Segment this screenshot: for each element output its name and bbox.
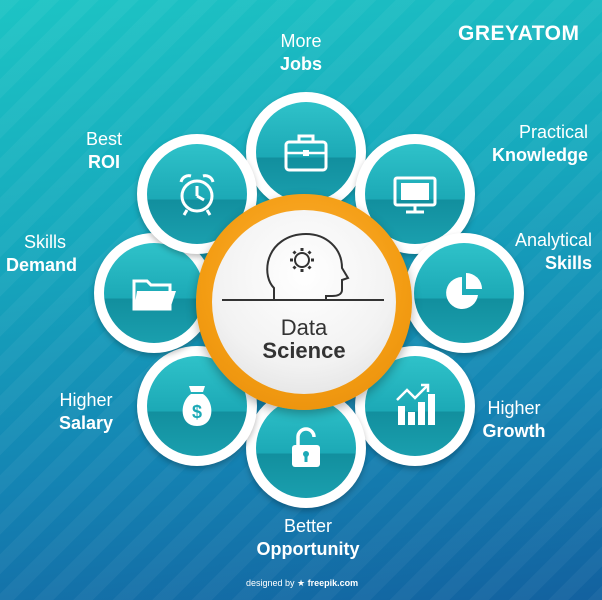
center-title-line2: Science — [262, 338, 346, 363]
node-jobs — [246, 92, 366, 212]
folder-icon — [132, 279, 176, 311]
label-skills: Analytical Skills — [514, 230, 592, 273]
label-opportunity: Better Opportunity — [256, 516, 360, 559]
label-growth: Higher Growth — [482, 398, 546, 441]
unlocked-padlock-icon — [292, 427, 320, 467]
greyatom-logo: GREYATOM — [458, 22, 579, 46]
bar-chart-icon — [396, 383, 435, 425]
label-knowledge: Practical Knowledge — [491, 122, 588, 165]
alarm-clock-icon — [179, 174, 215, 216]
center-title-line1: Data — [280, 315, 328, 340]
label-demand: Skills Demand — [6, 232, 78, 275]
freepik-credit: designed by ★ freepik.com — [246, 578, 359, 588]
label-roi: Best ROI — [85, 129, 123, 172]
data-science-hub — [196, 194, 412, 410]
head-gear-icon — [222, 232, 384, 301]
monitor-icon — [393, 176, 437, 214]
svg-text:$: $ — [192, 402, 202, 422]
logo-text: GREYATOM — [458, 22, 580, 45]
node-skills — [404, 233, 524, 353]
node-opportunity — [246, 388, 366, 508]
label-jobs: More Jobs — [279, 31, 322, 74]
pie-chart-icon — [446, 273, 482, 309]
briefcase-icon — [284, 134, 328, 172]
money-bag-icon: $ — [182, 386, 212, 426]
label-salary: Higher Salary — [58, 390, 114, 433]
